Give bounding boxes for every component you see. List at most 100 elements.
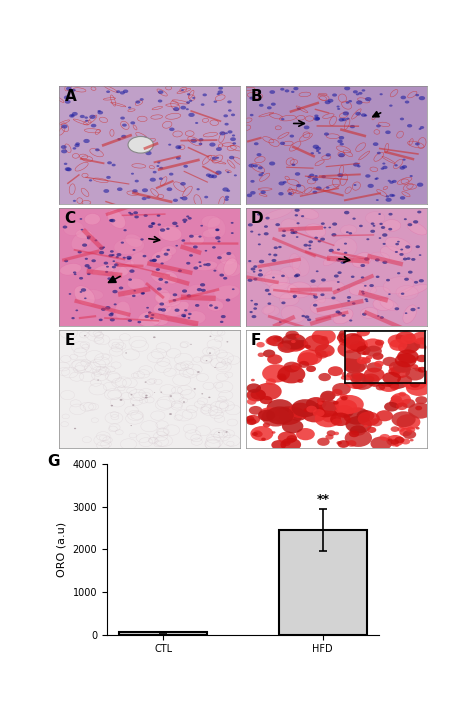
- Circle shape: [125, 352, 127, 354]
- Circle shape: [381, 226, 385, 229]
- Circle shape: [341, 314, 346, 317]
- Text: B: B: [251, 89, 263, 104]
- Circle shape: [364, 257, 369, 261]
- Circle shape: [269, 161, 275, 165]
- Circle shape: [134, 215, 139, 218]
- Circle shape: [419, 255, 421, 256]
- Circle shape: [344, 211, 349, 215]
- Ellipse shape: [333, 309, 353, 324]
- Circle shape: [158, 308, 162, 311]
- Circle shape: [211, 175, 217, 178]
- Circle shape: [337, 271, 342, 274]
- Ellipse shape: [383, 220, 401, 232]
- Circle shape: [415, 359, 425, 365]
- Circle shape: [258, 173, 263, 176]
- Circle shape: [364, 285, 367, 287]
- Circle shape: [358, 356, 385, 374]
- Circle shape: [367, 427, 376, 433]
- Circle shape: [286, 435, 297, 442]
- Circle shape: [337, 106, 340, 108]
- Circle shape: [395, 243, 399, 245]
- Circle shape: [201, 103, 204, 106]
- Circle shape: [248, 164, 254, 168]
- Circle shape: [283, 441, 291, 446]
- Circle shape: [296, 428, 315, 441]
- Ellipse shape: [224, 258, 237, 276]
- Circle shape: [296, 184, 301, 188]
- Ellipse shape: [114, 238, 145, 255]
- Circle shape: [274, 406, 302, 425]
- Circle shape: [386, 374, 409, 389]
- Circle shape: [283, 361, 300, 372]
- Circle shape: [112, 290, 118, 293]
- Circle shape: [358, 92, 363, 95]
- Circle shape: [169, 173, 173, 175]
- Circle shape: [188, 313, 191, 315]
- Circle shape: [84, 297, 87, 299]
- Circle shape: [230, 138, 236, 141]
- Circle shape: [61, 149, 67, 153]
- Text: C: C: [64, 211, 76, 226]
- Circle shape: [316, 186, 322, 190]
- Circle shape: [247, 399, 256, 405]
- Circle shape: [321, 222, 325, 225]
- Circle shape: [279, 412, 294, 422]
- Circle shape: [378, 213, 381, 215]
- Circle shape: [66, 168, 72, 171]
- Circle shape: [343, 111, 349, 116]
- Ellipse shape: [280, 293, 299, 306]
- Ellipse shape: [263, 306, 280, 317]
- Circle shape: [206, 360, 208, 361]
- Circle shape: [377, 315, 380, 317]
- Circle shape: [304, 125, 310, 129]
- Ellipse shape: [269, 282, 299, 299]
- Circle shape: [99, 319, 103, 321]
- Circle shape: [112, 260, 115, 262]
- Ellipse shape: [217, 261, 242, 277]
- Circle shape: [173, 199, 178, 202]
- Circle shape: [358, 376, 363, 379]
- Circle shape: [336, 258, 341, 262]
- Circle shape: [410, 308, 416, 312]
- Circle shape: [146, 196, 151, 199]
- Circle shape: [121, 242, 124, 244]
- Circle shape: [213, 270, 217, 272]
- Circle shape: [264, 232, 269, 235]
- Circle shape: [296, 236, 299, 238]
- Circle shape: [354, 345, 360, 349]
- Circle shape: [225, 133, 228, 134]
- Circle shape: [388, 180, 391, 182]
- Circle shape: [146, 151, 152, 155]
- Circle shape: [84, 116, 88, 119]
- Circle shape: [384, 337, 394, 344]
- Circle shape: [392, 195, 395, 197]
- Circle shape: [290, 135, 294, 138]
- Circle shape: [344, 242, 347, 245]
- Circle shape: [303, 334, 329, 352]
- Circle shape: [173, 293, 177, 297]
- Circle shape: [404, 218, 407, 220]
- Circle shape: [298, 352, 318, 366]
- Circle shape: [395, 444, 399, 447]
- Circle shape: [232, 135, 235, 136]
- Circle shape: [256, 153, 262, 156]
- Circle shape: [308, 245, 311, 247]
- Circle shape: [231, 232, 234, 234]
- Circle shape: [318, 152, 321, 154]
- Circle shape: [268, 293, 271, 295]
- Circle shape: [246, 415, 260, 424]
- Circle shape: [187, 294, 191, 297]
- Circle shape: [318, 401, 323, 405]
- Circle shape: [408, 403, 432, 419]
- Circle shape: [123, 229, 127, 231]
- Circle shape: [267, 335, 284, 347]
- Circle shape: [74, 428, 76, 429]
- Circle shape: [295, 172, 301, 175]
- Circle shape: [357, 330, 369, 337]
- Circle shape: [305, 344, 311, 349]
- Circle shape: [231, 222, 234, 224]
- Ellipse shape: [158, 226, 182, 241]
- Circle shape: [114, 303, 117, 305]
- Circle shape: [145, 315, 149, 318]
- Circle shape: [353, 359, 371, 370]
